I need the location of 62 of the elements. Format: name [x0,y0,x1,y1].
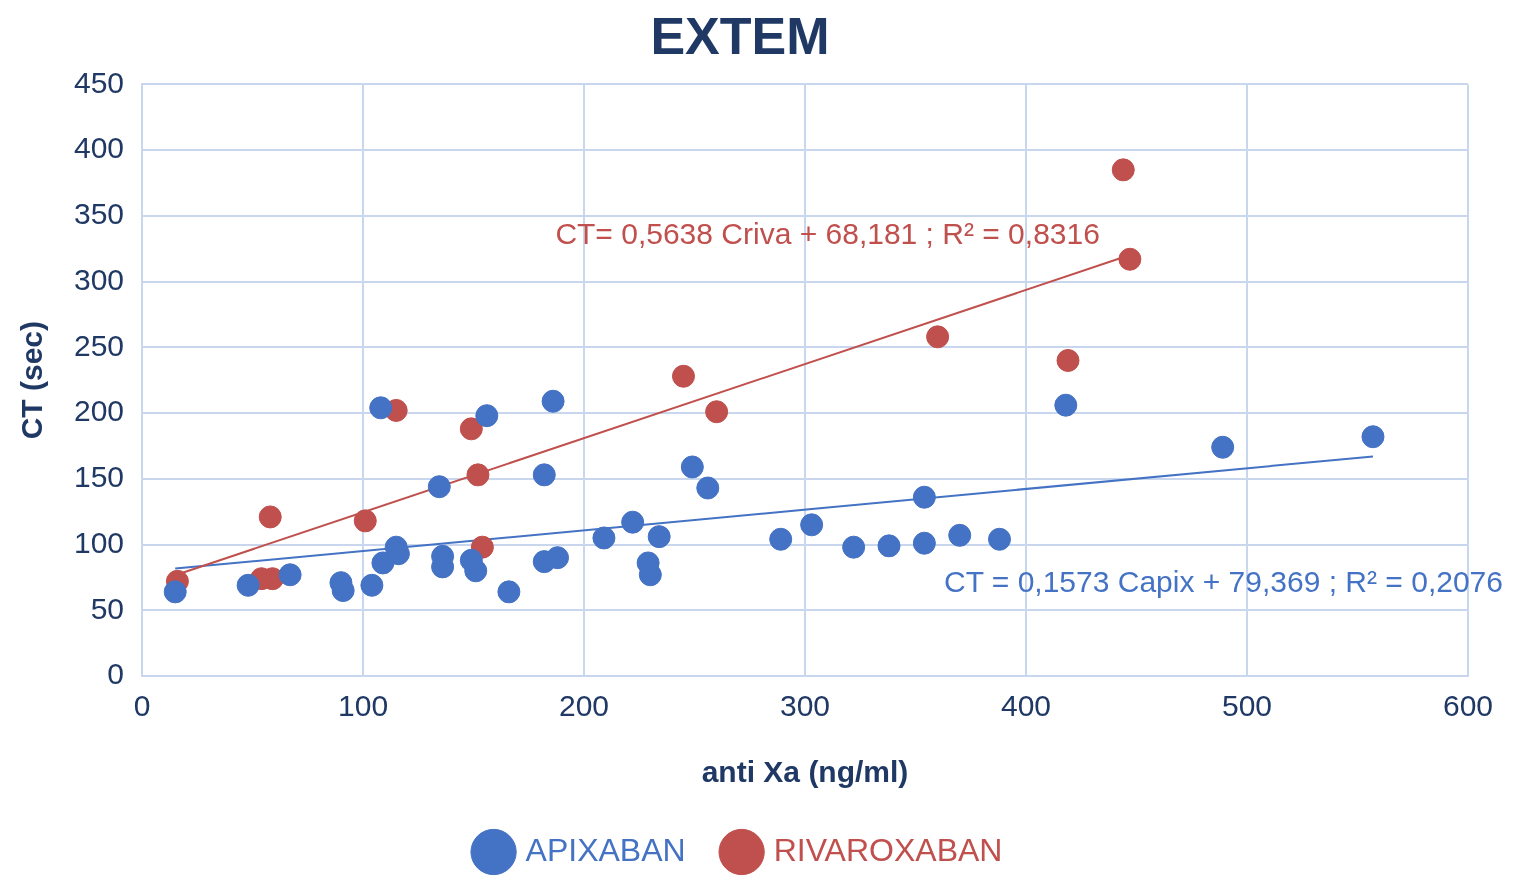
x-tick-label: 500 [1221,689,1273,723]
x-tick-label: 400 [1000,689,1052,723]
y-tick-label: 150 [73,460,125,494]
x-axis-title: anti Xa (ng/ml) [701,755,909,789]
y-tick-label: 450 [73,65,125,99]
x-tick-label: 0 [133,689,151,723]
point [948,523,972,547]
x-tick-label: 300 [780,689,831,723]
point [497,580,521,604]
point [1054,393,1078,417]
y-tick-label: 350 [73,197,125,231]
x-tick-label: 600 [1442,689,1494,723]
point [647,525,671,549]
legend-label: APIXABAN [525,831,686,868]
point [475,404,499,428]
x-tick-label: 200 [559,689,610,723]
annotation: CT= 0,5638 Criva + 68,181 ; R² = 0,8316 [555,217,1100,251]
point [360,573,384,597]
point [988,527,1011,551]
point [369,396,393,420]
point [353,509,377,533]
annotation: CT = 0,1573 Capix + 79,369 ; R² = 0,2076 [943,564,1503,598]
point [258,505,282,529]
point [236,573,260,597]
point [769,527,793,551]
point [466,463,490,487]
y-tick-label: 50 [90,591,125,625]
y-tick-label: 0 [107,657,125,691]
point [842,535,866,559]
legend-label: RIVAROXABAN [773,831,1003,868]
point [1111,158,1135,182]
point [546,546,570,570]
point [532,463,556,487]
y-axis-title: CT (sec) [15,321,49,440]
point [705,400,729,424]
point [1361,425,1385,449]
point [464,559,488,583]
point [671,364,695,388]
point [541,389,565,413]
point [926,325,950,349]
point [459,417,483,441]
point [912,485,936,509]
point [592,526,616,550]
chart-title: EXTEM [650,6,830,65]
y-tick-label: 300 [73,262,125,296]
point [877,534,901,558]
y-tick-label: 100 [73,525,125,559]
y-tick-label: 250 [73,328,125,362]
point [621,510,645,534]
point [1118,247,1142,271]
point [278,563,302,587]
point [1211,435,1235,459]
y-tick-label: 200 [73,394,125,428]
x-tick-label: 100 [338,689,389,723]
y-tick-label: 400 [73,131,125,165]
point [800,513,824,537]
point [1056,348,1080,372]
point [912,531,936,555]
point [680,455,704,479]
point [163,580,187,604]
point [696,476,720,500]
point [427,475,451,499]
